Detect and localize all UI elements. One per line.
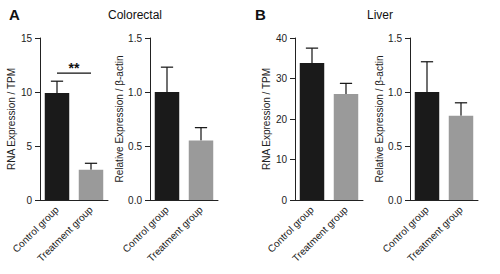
svg-text:RNA Expression / TPM: RNA Expression / TPM bbox=[6, 68, 17, 170]
svg-text:0.5: 0.5 bbox=[128, 141, 142, 152]
svg-text:0.0: 0.0 bbox=[128, 195, 142, 206]
svg-text:Liver: Liver bbox=[367, 8, 393, 22]
svg-text:5: 5 bbox=[26, 141, 32, 152]
svg-text:Control group: Control group bbox=[380, 204, 431, 255]
svg-text:Control group: Control group bbox=[265, 204, 316, 255]
svg-text:0.0: 0.0 bbox=[388, 195, 402, 206]
svg-text:1.0: 1.0 bbox=[128, 87, 142, 98]
svg-text:40: 40 bbox=[276, 33, 288, 44]
svg-text:10: 10 bbox=[21, 87, 33, 98]
svg-text:20: 20 bbox=[276, 114, 288, 125]
svg-text:**: ** bbox=[69, 60, 80, 76]
svg-text:1.0: 1.0 bbox=[388, 87, 402, 98]
svg-text:0: 0 bbox=[281, 195, 287, 206]
svg-text:Treatment group: Treatment group bbox=[405, 204, 465, 264]
svg-text:1.5: 1.5 bbox=[388, 33, 402, 44]
svg-text:Relative Expression / β-actin: Relative Expression / β-actin bbox=[374, 56, 385, 183]
svg-text:A: A bbox=[9, 6, 20, 23]
svg-text:Treatment group: Treatment group bbox=[145, 204, 205, 264]
svg-text:0.5: 0.5 bbox=[388, 141, 402, 152]
svg-text:1.5: 1.5 bbox=[128, 33, 142, 44]
svg-text:Control group: Control group bbox=[120, 204, 171, 255]
svg-text:10: 10 bbox=[276, 154, 288, 165]
svg-text:30: 30 bbox=[276, 73, 288, 84]
svg-text:RNA Expression / TPM: RNA Expression / TPM bbox=[261, 68, 272, 170]
svg-text:Treatment group: Treatment group bbox=[35, 204, 95, 264]
svg-text:Treatment group: Treatment group bbox=[290, 204, 350, 264]
svg-text:Control group: Control group bbox=[10, 204, 61, 255]
svg-text:15: 15 bbox=[21, 33, 33, 44]
svg-text:Relative Expression / β-actin: Relative Expression / β-actin bbox=[114, 56, 125, 183]
svg-text:Colorectal: Colorectal bbox=[108, 8, 162, 22]
svg-text:B: B bbox=[255, 6, 266, 23]
svg-text:0: 0 bbox=[26, 195, 32, 206]
